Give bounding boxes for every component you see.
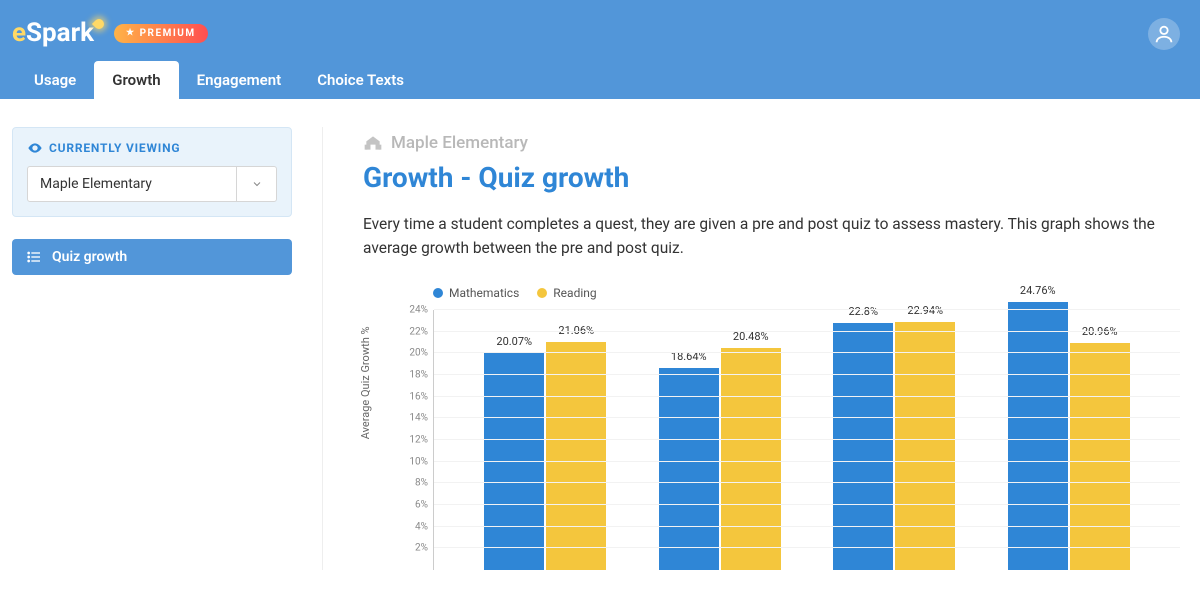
- bar-group: 22.8%22.94%: [833, 322, 955, 571]
- school-icon: [363, 133, 383, 153]
- gridline: [434, 417, 1180, 418]
- page-description: Every time a student completes a quest, …: [363, 212, 1163, 260]
- chart-plot: 20.07%21.06%18.64%20.48%22.8%22.94%24.76…: [433, 310, 1180, 570]
- y-tick-label: 4%: [400, 521, 428, 532]
- user-icon: [1153, 23, 1175, 45]
- gridline: [434, 331, 1180, 332]
- gridline: [434, 504, 1180, 505]
- bar-value-label: 20.07%: [496, 335, 532, 348]
- page-body: CURRENTLY VIEWING Maple Elementary Quiz …: [0, 99, 1200, 570]
- tab-engagement[interactable]: Engagement: [179, 61, 300, 99]
- sidebar: CURRENTLY VIEWING Maple Elementary Quiz …: [12, 127, 292, 570]
- y-tick-label: 8%: [400, 478, 428, 489]
- eye-icon: [27, 140, 43, 156]
- bar[interactable]: 22.8%: [833, 323, 893, 570]
- legend-label: Mathematics: [449, 286, 519, 300]
- bar[interactable]: 20.96%: [1070, 343, 1130, 570]
- bar-group: 24.76%20.96%: [1008, 302, 1130, 570]
- legend-swatch-icon: [433, 288, 443, 298]
- gridline: [434, 309, 1180, 310]
- tab-usage[interactable]: Usage: [16, 61, 94, 99]
- bar[interactable]: 20.48%: [721, 348, 781, 570]
- bar-value-label: 20.48%: [733, 330, 769, 343]
- tab-growth[interactable]: Growth: [94, 61, 178, 99]
- logo-e: e: [12, 18, 26, 48]
- gridline: [434, 396, 1180, 397]
- scope-panel: CURRENTLY VIEWING Maple Elementary: [12, 127, 292, 217]
- gridline: [434, 547, 1180, 548]
- page-title: Growth - Quiz growth: [363, 161, 1180, 194]
- bar-value-label: 24.76%: [1020, 284, 1056, 297]
- bar-group: 18.64%20.48%: [659, 348, 781, 570]
- legend-item[interactable]: Reading: [537, 286, 596, 300]
- legend-item[interactable]: Mathematics: [433, 286, 519, 300]
- legend-label: Reading: [553, 286, 596, 300]
- bar-group: 20.07%21.06%: [484, 342, 606, 570]
- bar[interactable]: 18.64%: [659, 368, 719, 570]
- y-axis-label: Average Quiz Growth %: [359, 326, 372, 439]
- bar[interactable]: 24.76%: [1008, 302, 1068, 570]
- panel-title-text: CURRENTLY VIEWING: [49, 141, 180, 155]
- gridline: [434, 526, 1180, 527]
- gridline: [434, 374, 1180, 375]
- y-tick-label: 16%: [400, 391, 428, 402]
- chart-legend: Mathematics Reading: [433, 286, 1180, 300]
- bar[interactable]: 21.06%: [546, 342, 606, 570]
- premium-badge[interactable]: PREMIUM: [114, 24, 208, 43]
- main-tabs: UsageGrowthEngagementChoice Texts: [0, 61, 422, 99]
- gridline: [434, 352, 1180, 353]
- scope-select[interactable]: Maple Elementary: [27, 166, 277, 202]
- gridline: [434, 482, 1180, 483]
- chevron-down-icon: [251, 178, 263, 190]
- y-tick-label: 12%: [400, 435, 428, 446]
- top-header: eSpark PREMIUM UsageGrowthEngagementChoi…: [0, 0, 1200, 99]
- bar-value-label: 22.8%: [848, 305, 878, 318]
- subnav-quiz-growth[interactable]: Quiz growth: [12, 239, 292, 275]
- user-avatar-button[interactable]: [1148, 18, 1180, 50]
- breadcrumb-text: Maple Elementary: [391, 133, 528, 153]
- brand-logo[interactable]: eSpark: [12, 18, 104, 48]
- panel-title: CURRENTLY VIEWING: [27, 140, 277, 156]
- tab-choice-texts[interactable]: Choice Texts: [299, 61, 422, 99]
- y-tick-label: 24%: [400, 305, 428, 316]
- gridline: [434, 461, 1180, 462]
- logo-row: eSpark PREMIUM: [0, 0, 1200, 48]
- lightbulb-icon: [92, 17, 106, 31]
- gridline: [434, 439, 1180, 440]
- subnav-label: Quiz growth: [52, 249, 127, 265]
- y-tick-label: 10%: [400, 456, 428, 467]
- breadcrumb: Maple Elementary: [363, 133, 1180, 153]
- bar[interactable]: 22.94%: [895, 322, 955, 571]
- scope-select-toggle[interactable]: [236, 167, 276, 201]
- quiz-growth-chart: MathematicsReading Average Quiz Growth %…: [363, 286, 1180, 570]
- y-tick-label: 6%: [400, 500, 428, 511]
- y-tick-label: 14%: [400, 413, 428, 424]
- legend-swatch-icon: [537, 288, 547, 298]
- y-tick-label: 18%: [400, 370, 428, 381]
- chart-bars: 20.07%21.06%18.64%20.48%22.8%22.94%24.76…: [434, 310, 1180, 570]
- main-content: Maple Elementary Growth - Quiz growth Ev…: [322, 127, 1180, 570]
- list-icon: [26, 249, 42, 265]
- y-tick-label: 20%: [400, 348, 428, 359]
- y-tick-label: 22%: [400, 326, 428, 337]
- premium-label: PREMIUM: [140, 28, 196, 39]
- scope-select-value: Maple Elementary: [28, 176, 236, 192]
- y-tick-label: 2%: [400, 543, 428, 554]
- logo-spark: Spark: [26, 18, 94, 48]
